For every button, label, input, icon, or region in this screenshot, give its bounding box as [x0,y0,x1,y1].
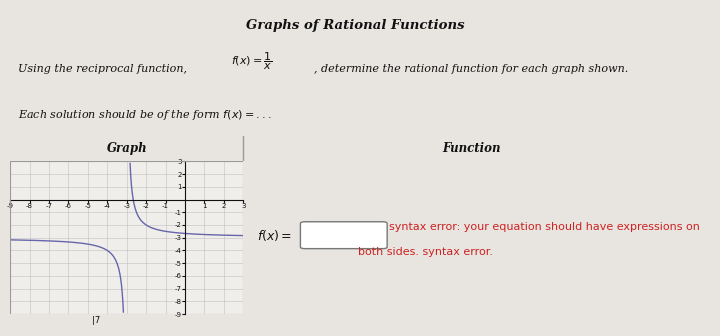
FancyBboxPatch shape [300,222,387,249]
Text: Graphs of Rational Functions: Graphs of Rational Functions [246,19,464,32]
Text: $f(x) = \dfrac{1}{x}$: $f(x) = \dfrac{1}{x}$ [231,51,273,72]
Text: |7: |7 [91,316,100,325]
Text: $f(x) =$: $f(x) =$ [257,228,292,243]
Text: Using the reciprocal function,: Using the reciprocal function, [18,64,191,74]
Text: , determine the rational function for each graph shown.: , determine the rational function for ea… [314,64,628,74]
Text: Each solution should be of the form $f(x) = ...$: Each solution should be of the form $f(x… [18,108,272,122]
Text: Function: Function [442,142,501,155]
Text: Graph: Graph [107,142,147,155]
Text: syntax error: your equation should have expressions on: syntax error: your equation should have … [390,222,701,232]
Text: both sides. syntax error.: both sides. syntax error. [359,247,493,257]
